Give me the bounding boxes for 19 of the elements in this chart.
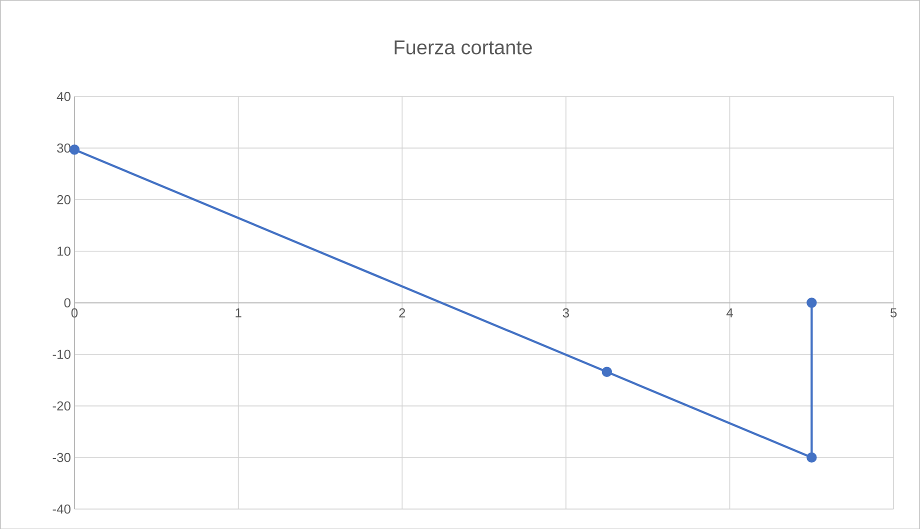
x-tick-label: 2 bbox=[399, 308, 406, 318]
x-tick-label: 1 bbox=[236, 308, 242, 318]
point bbox=[806, 452, 817, 462]
y-tick-label: -40 bbox=[52, 504, 70, 514]
point bbox=[602, 366, 612, 377]
y-tick-label: 20 bbox=[57, 194, 70, 204]
y-tick-label: 10 bbox=[58, 246, 70, 256]
point bbox=[806, 297, 817, 308]
y-tick-label: 30 bbox=[57, 143, 70, 152]
x-tick-label: 5 bbox=[890, 308, 897, 318]
y-tick-label: -20 bbox=[52, 401, 70, 410]
y-tick-label: -10 bbox=[52, 350, 70, 359]
y-tick-label: 0 bbox=[64, 298, 70, 308]
y-tick-label: -30 bbox=[52, 452, 70, 462]
x-tick-label: 0 bbox=[71, 308, 78, 318]
x-tick-label: 4 bbox=[726, 308, 733, 318]
y-tick-label: 40 bbox=[56, 92, 70, 101]
x-tick-label: 3 bbox=[562, 308, 569, 318]
chart-title: Fuerza cortante bbox=[394, 40, 532, 54]
